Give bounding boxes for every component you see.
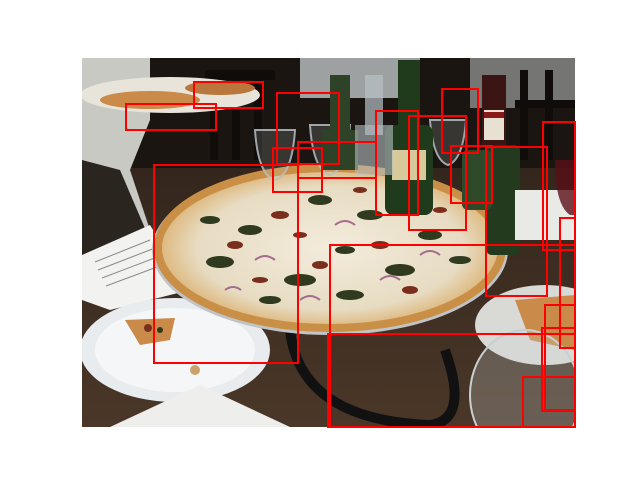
detection-boxes	[125, 81, 576, 428]
bottle-green-right	[462, 145, 520, 255]
chair-backs	[205, 70, 575, 160]
detection-box-plate-right	[485, 146, 548, 297]
detection-box-bottle-small	[450, 145, 493, 204]
detection-box-bottle-mid	[297, 141, 377, 179]
pizza-stand	[285, 329, 460, 427]
menu-text-lines	[94, 239, 166, 287]
detection-box-glass-top	[441, 88, 479, 154]
bottle-red-label	[482, 75, 506, 145]
detection-box-pizza-main	[153, 164, 299, 364]
detection-box-slice-top-left-2	[193, 81, 264, 109]
bottom-paper	[110, 385, 290, 427]
water-glass-bottom	[469, 329, 575, 427]
detection-box-glass-mid	[276, 92, 340, 165]
tray-pizza-2	[185, 81, 255, 95]
wine-glass-right	[555, 160, 575, 215]
detection-box-bottle-right	[408, 115, 467, 231]
detection-box-slice-top-left	[125, 103, 217, 131]
leftover-slice	[125, 318, 175, 345]
pizza-toppings-greens	[200, 195, 471, 304]
bottle-clear	[355, 75, 393, 175]
photo	[82, 58, 575, 427]
tray-pizza	[100, 91, 200, 109]
pizza-toppings-onion	[224, 220, 441, 301]
detection-box-glass-rim	[544, 304, 576, 411]
